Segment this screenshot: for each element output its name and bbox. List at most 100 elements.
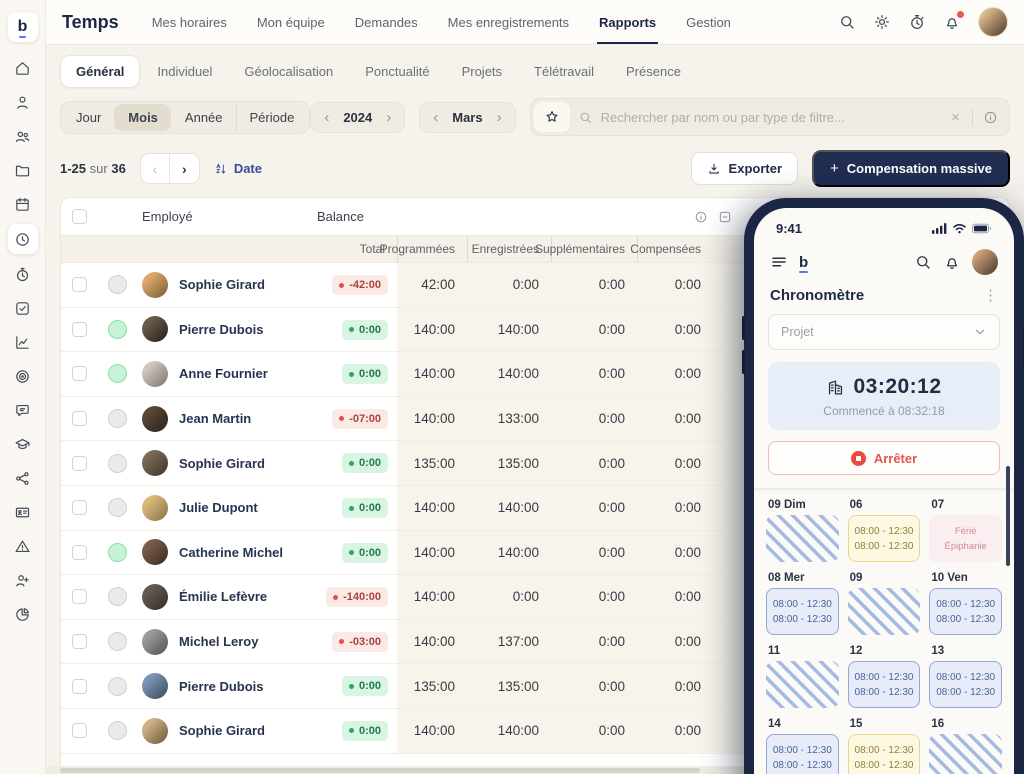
sidebar-item-graduation-cap[interactable] bbox=[8, 430, 38, 458]
calendar-day-card[interactable] bbox=[847, 588, 921, 635]
top-nav-item[interactable]: Demandes bbox=[354, 14, 418, 30]
favorite-filter-button[interactable] bbox=[533, 102, 570, 132]
employee-cell[interactable]: Émilie Lefèvre bbox=[137, 583, 317, 610]
month-next-chevron[interactable]: › bbox=[496, 108, 502, 126]
sidebar-item-pie-chart[interactable] bbox=[8, 600, 38, 628]
sort-control[interactable]: Date bbox=[214, 161, 262, 176]
phone-bell-icon[interactable] bbox=[943, 253, 961, 271]
app-logo[interactable]: b bbox=[7, 12, 38, 42]
sidebar-item-home[interactable] bbox=[8, 54, 38, 82]
tab-individuel[interactable]: Individuel bbox=[157, 64, 213, 79]
period-option-année[interactable]: Année bbox=[184, 109, 223, 125]
row-status-indicator[interactable] bbox=[107, 721, 127, 741]
phone-user-avatar[interactable] bbox=[972, 249, 998, 275]
sidebar-item-timer[interactable] bbox=[8, 260, 38, 288]
row-status-indicator[interactable] bbox=[107, 453, 127, 473]
search-input[interactable] bbox=[600, 109, 940, 125]
row-status-indicator[interactable] bbox=[107, 676, 127, 696]
kebab-menu-icon[interactable]: ⋮ bbox=[983, 287, 998, 304]
row-checkbox[interactable] bbox=[71, 277, 87, 293]
clear-search-icon[interactable]: × bbox=[951, 108, 960, 126]
user-avatar[interactable] bbox=[978, 7, 1008, 37]
calendar-day-card[interactable]: 08:00 - 12:30 08:00 - 12:30 bbox=[766, 588, 839, 635]
row-status-indicator[interactable] bbox=[107, 587, 127, 607]
sidebar-item-hierarchy[interactable] bbox=[8, 464, 38, 492]
calendar-day-card[interactable]: 08:00 - 12:30 08:00 - 12:30 bbox=[847, 734, 921, 774]
tab-projets[interactable]: Projets bbox=[461, 64, 503, 79]
sidebar-item-user[interactable] bbox=[8, 88, 38, 116]
row-status-indicator[interactable] bbox=[107, 498, 127, 518]
phone-scrollbar[interactable] bbox=[1006, 466, 1010, 566]
employee-cell[interactable]: Pierre Dubois bbox=[137, 316, 317, 343]
top-nav-item[interactable]: Rapports bbox=[584, 0, 671, 44]
search-icon[interactable] bbox=[838, 13, 856, 31]
calendar-day-card[interactable]: 08:00 - 12:30 08:00 - 12:30 bbox=[766, 734, 839, 774]
gear-icon[interactable] bbox=[873, 13, 891, 31]
top-nav-item[interactable]: Gestion bbox=[686, 14, 731, 30]
period-option-mois[interactable]: Mois bbox=[114, 103, 171, 131]
collapse-columns-icon[interactable] bbox=[718, 210, 732, 224]
employee-cell[interactable]: Anne Fournier bbox=[137, 360, 317, 387]
sidebar-item-chart[interactable] bbox=[8, 328, 38, 356]
row-checkbox[interactable] bbox=[71, 500, 87, 516]
timer-icon[interactable] bbox=[908, 13, 926, 31]
top-nav-item[interactable]: Mes enregistrements bbox=[447, 14, 570, 30]
calendar-day-card[interactable] bbox=[766, 661, 839, 708]
row-checkbox[interactable] bbox=[71, 321, 87, 337]
sidebar-item-clock[interactable] bbox=[7, 224, 38, 254]
phone-search-icon[interactable] bbox=[914, 253, 932, 271]
tab-géolocalisation[interactable]: Géolocalisation bbox=[244, 64, 334, 79]
year-prev-chevron[interactable]: ‹ bbox=[324, 108, 330, 126]
employee-cell[interactable]: Sophie Girard bbox=[137, 450, 317, 477]
calendar-day-card[interactable]: 08:00 - 12:30 08:00 - 12:30 bbox=[847, 515, 921, 562]
balance-info-icon[interactable] bbox=[694, 210, 708, 224]
period-option-jour[interactable]: Jour bbox=[76, 109, 102, 125]
employee-cell[interactable]: Sophie Girard bbox=[137, 717, 317, 744]
sidebar-item-alert-triangle[interactable] bbox=[8, 532, 38, 560]
calendar-day-card[interactable] bbox=[766, 515, 839, 562]
select-all-checkbox[interactable] bbox=[71, 209, 87, 224]
row-checkbox[interactable] bbox=[71, 589, 87, 605]
sidebar-item-user-plus[interactable] bbox=[8, 566, 38, 594]
employee-cell[interactable]: Catherine Michel bbox=[137, 539, 317, 566]
calendar-day-card[interactable]: Férié Épiphanie bbox=[929, 515, 1002, 562]
export-button[interactable]: Exporter bbox=[690, 152, 799, 185]
calendar-day-card[interactable]: 08:00 - 12:30 08:00 - 12:30 bbox=[929, 661, 1002, 708]
horizontal-scrollbar-handle[interactable] bbox=[60, 767, 700, 773]
info-icon[interactable] bbox=[983, 110, 998, 125]
row-status-indicator[interactable] bbox=[107, 275, 127, 295]
employee-cell[interactable]: Pierre Dubois bbox=[137, 673, 317, 700]
tab-général[interactable]: Général bbox=[60, 55, 141, 88]
row-checkbox[interactable] bbox=[71, 411, 87, 427]
row-status-indicator[interactable] bbox=[107, 632, 127, 652]
sidebar-item-chat[interactable] bbox=[8, 396, 38, 424]
employee-cell[interactable]: Michel Leroy bbox=[137, 628, 317, 655]
month-prev-chevron[interactable]: ‹ bbox=[433, 108, 439, 126]
sidebar-item-calendar[interactable] bbox=[8, 190, 38, 218]
tab-présence[interactable]: Présence bbox=[626, 64, 681, 79]
row-checkbox[interactable] bbox=[71, 366, 87, 382]
stop-timer-button[interactable]: Arrêter bbox=[768, 441, 1000, 475]
employee-cell[interactable]: Jean Martin bbox=[137, 405, 317, 432]
calendar-day-card[interactable] bbox=[929, 734, 1002, 774]
row-checkbox[interactable] bbox=[71, 723, 87, 739]
tab-ponctualité[interactable]: Ponctualité bbox=[365, 64, 430, 79]
top-nav-item[interactable]: Mon équipe bbox=[256, 14, 325, 30]
row-status-indicator[interactable] bbox=[107, 319, 127, 339]
sidebar-item-users[interactable] bbox=[8, 122, 38, 150]
row-checkbox[interactable] bbox=[71, 455, 87, 471]
page-prev-button[interactable]: ‹ bbox=[141, 154, 170, 183]
sidebar-item-folder[interactable] bbox=[8, 156, 38, 184]
row-checkbox[interactable] bbox=[71, 678, 87, 694]
mass-compensation-button[interactable]: + Compensation massive bbox=[812, 150, 1010, 187]
top-nav-item[interactable]: Mes horaires bbox=[151, 14, 227, 30]
hamburger-menu-icon[interactable] bbox=[770, 253, 788, 271]
bell-icon[interactable] bbox=[943, 11, 964, 31]
row-status-indicator[interactable] bbox=[107, 542, 127, 562]
row-status-indicator[interactable] bbox=[107, 364, 127, 384]
sidebar-item-check-square[interactable] bbox=[8, 294, 38, 322]
period-option-période[interactable]: Période bbox=[235, 103, 308, 131]
employee-cell[interactable]: Sophie Girard bbox=[137, 271, 317, 298]
sidebar-item-id-card[interactable] bbox=[8, 498, 38, 526]
row-status-indicator[interactable] bbox=[107, 409, 127, 429]
